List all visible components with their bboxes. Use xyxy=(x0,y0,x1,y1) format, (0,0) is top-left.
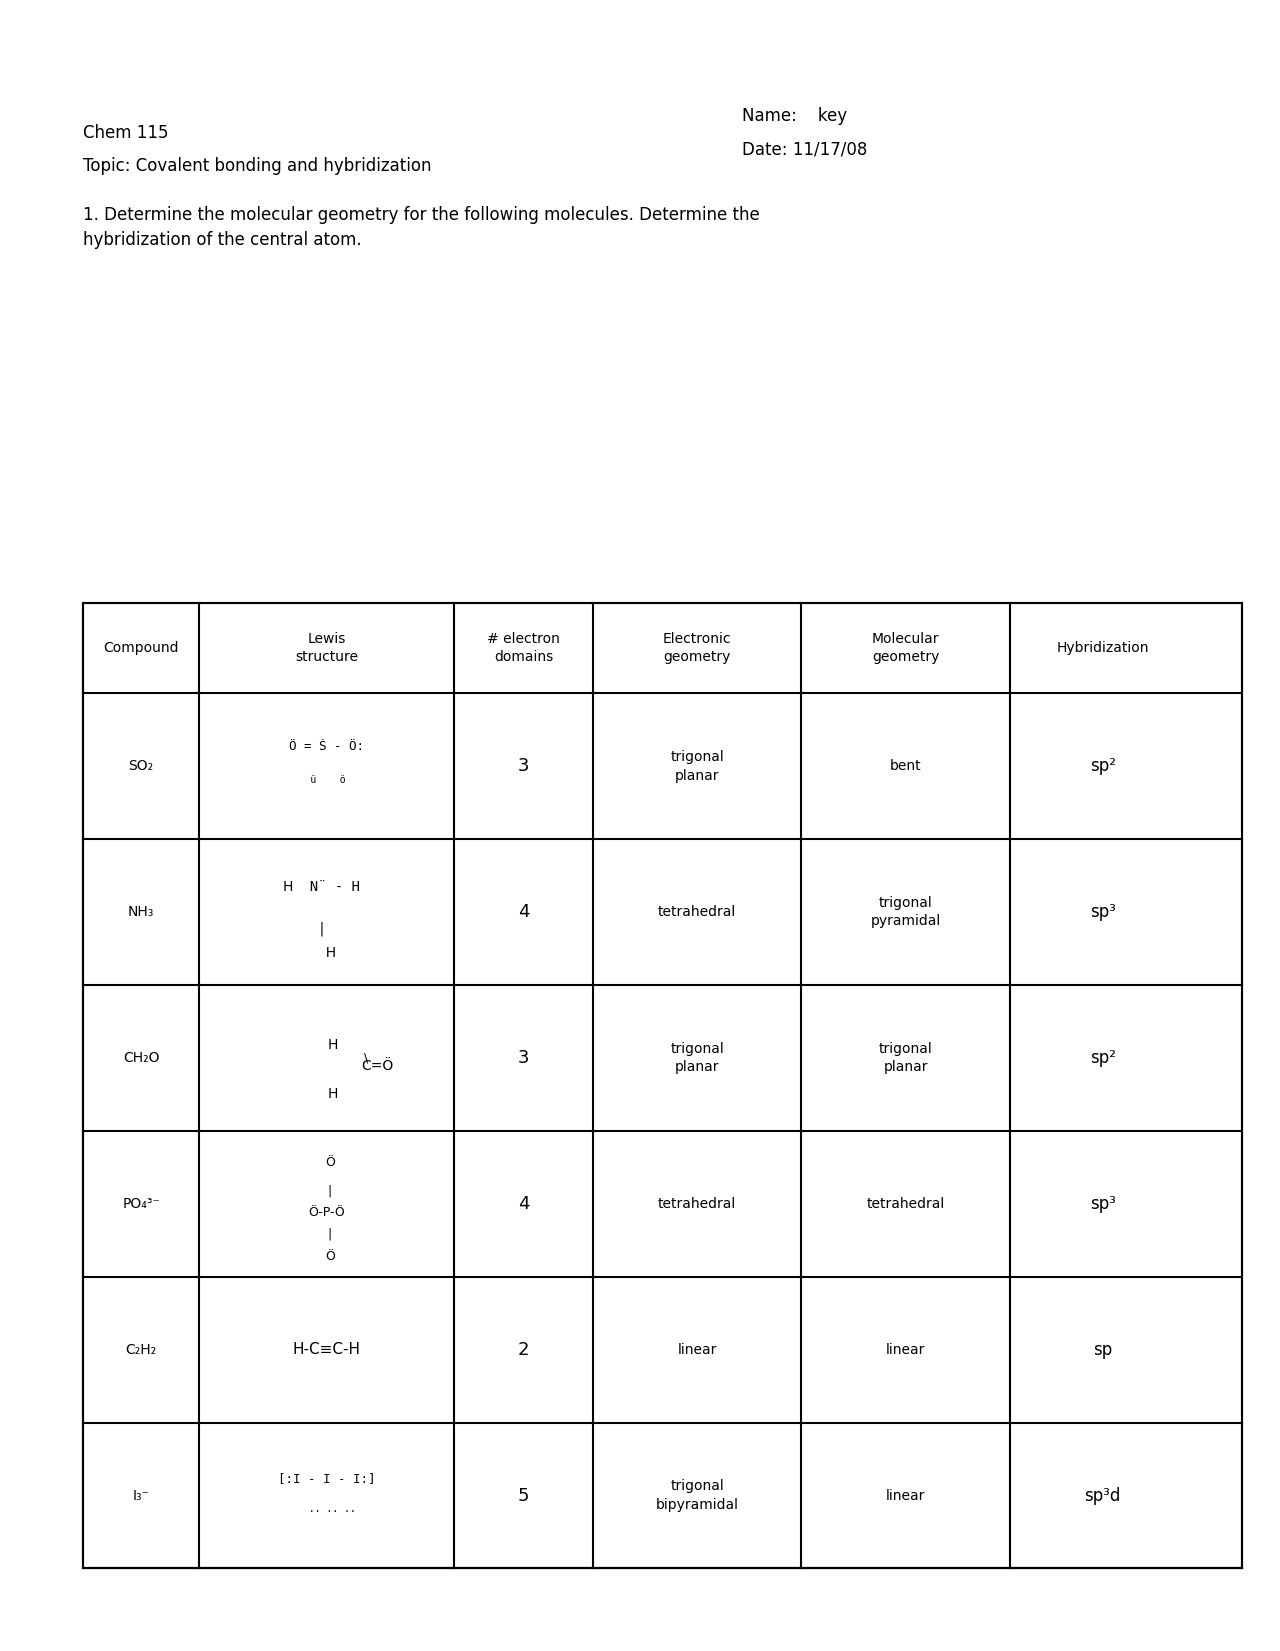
Text: I₃⁻: I₃⁻ xyxy=(133,1489,150,1502)
Text: Name:    key: Name: key xyxy=(742,107,847,125)
Text: Ö-P-Ö: Ö-P-Ö xyxy=(308,1205,344,1218)
Text: $\backslash$: $\backslash$ xyxy=(360,1052,370,1065)
Text: sp: sp xyxy=(1093,1341,1112,1359)
Text: Hybridization: Hybridization xyxy=(1056,641,1149,655)
Text: [:I - I - I:]: [:I - I - I:] xyxy=(278,1473,375,1486)
Text: |: | xyxy=(320,1227,333,1240)
Text: Chem 115: Chem 115 xyxy=(83,124,169,142)
Text: |: | xyxy=(301,921,326,936)
Text: tetrahedral: tetrahedral xyxy=(658,1197,736,1210)
Text: tetrahedral: tetrahedral xyxy=(867,1197,945,1210)
Text: 1. Determine the molecular geometry for the following molecules. Determine the
h: 1. Determine the molecular geometry for … xyxy=(83,206,760,249)
Text: H: H xyxy=(283,880,293,895)
Text: H: H xyxy=(317,946,337,961)
Text: sp³: sp³ xyxy=(1089,1195,1116,1213)
Text: ü    ö: ü ö xyxy=(282,774,346,784)
Text: linear: linear xyxy=(886,1489,925,1502)
Text: H: H xyxy=(328,1038,338,1052)
Text: H-C≡C-H: H-C≡C-H xyxy=(292,1342,361,1357)
Text: CH₂O: CH₂O xyxy=(123,1052,160,1065)
Text: Date: 11/17/08: Date: 11/17/08 xyxy=(742,140,868,158)
Text: Molecular
geometry: Molecular geometry xyxy=(872,632,940,664)
Text: Electronic
geometry: Electronic geometry xyxy=(663,632,731,664)
Text: linear: linear xyxy=(886,1342,925,1357)
Text: SO₂: SO₂ xyxy=(128,759,154,773)
Text: C=Ö: C=Ö xyxy=(361,1060,394,1073)
Text: trigonal
bipyramidal: trigonal bipyramidal xyxy=(655,1479,739,1512)
Text: Ö: Ö xyxy=(317,1156,335,1169)
Text: sp²: sp² xyxy=(1089,1048,1116,1067)
Text: C₂H₂: C₂H₂ xyxy=(125,1342,156,1357)
Text: sp³: sp³ xyxy=(1089,903,1116,921)
Text: sp²: sp² xyxy=(1089,758,1116,776)
Text: trigonal
planar: trigonal planar xyxy=(671,750,724,783)
Text: bent: bent xyxy=(890,759,922,773)
Text: N̈ - H: N̈ - H xyxy=(293,880,360,895)
Text: PO₄³⁻: PO₄³⁻ xyxy=(122,1197,160,1210)
Text: linear: linear xyxy=(677,1342,717,1357)
Text: 4: 4 xyxy=(517,903,529,921)
Text: H: H xyxy=(328,1088,338,1101)
Text: 3: 3 xyxy=(517,758,529,776)
Text: 3: 3 xyxy=(517,1048,529,1067)
Text: NH₃: NH₃ xyxy=(128,905,155,920)
Text: trigonal
planar: trigonal planar xyxy=(671,1042,724,1075)
Text: |: | xyxy=(320,1184,333,1197)
Text: Topic: Covalent bonding and hybridization: Topic: Covalent bonding and hybridizatio… xyxy=(83,157,431,175)
Bar xyxy=(83,603,1242,1568)
Text: trigonal
planar: trigonal planar xyxy=(879,1042,933,1075)
Text: Compound: Compound xyxy=(104,641,179,655)
Text: trigonal
pyramidal: trigonal pyramidal xyxy=(870,896,941,928)
Text: Ö = Ṡ - Ö:: Ö = Ṡ - Ö: xyxy=(289,740,364,753)
Text: 2: 2 xyxy=(517,1341,529,1359)
Text: Ö: Ö xyxy=(317,1250,335,1263)
Text: Lewis
structure: Lewis structure xyxy=(294,632,358,664)
Text: ·· ·· ··: ·· ·· ·· xyxy=(297,1507,356,1517)
Text: sp³d: sp³d xyxy=(1084,1486,1121,1504)
Text: tetrahedral: tetrahedral xyxy=(658,905,736,920)
Text: # electron
domains: # electron domains xyxy=(486,632,559,664)
Text: 5: 5 xyxy=(517,1486,529,1504)
Text: 4: 4 xyxy=(517,1195,529,1213)
